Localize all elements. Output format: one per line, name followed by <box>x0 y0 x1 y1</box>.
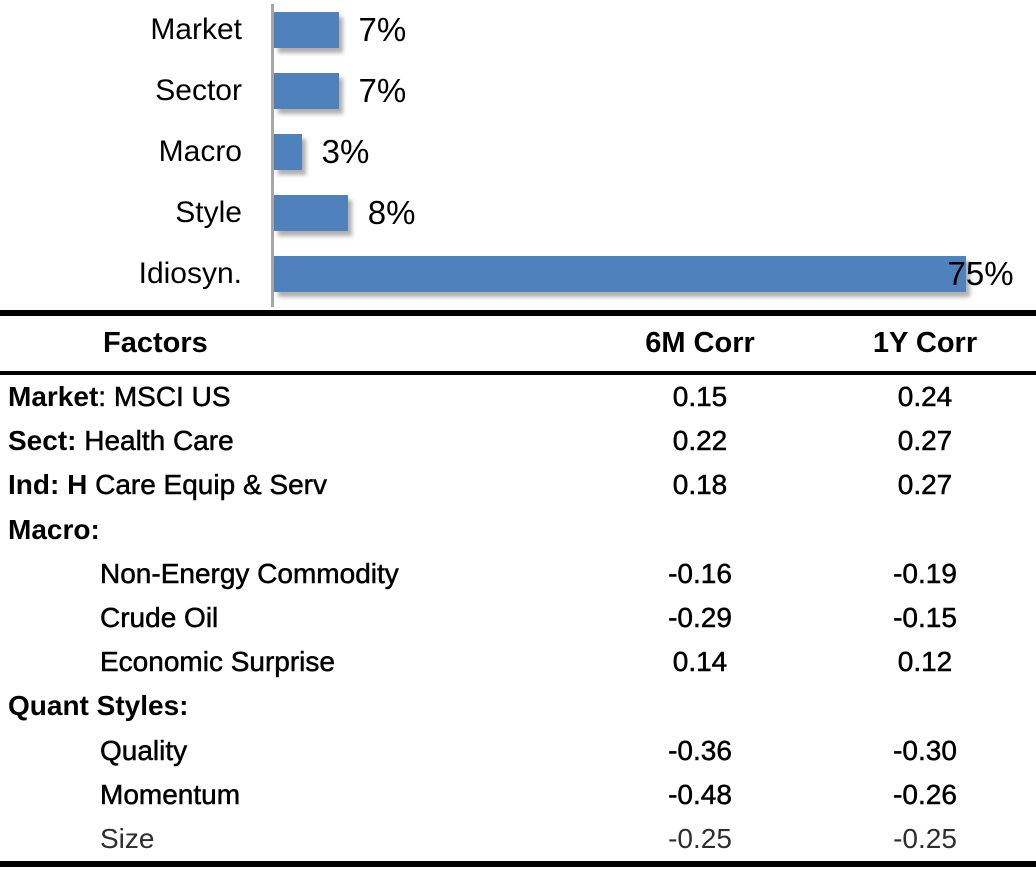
bar-idiosyncratic <box>274 256 966 292</box>
bar-category-label: Style <box>175 196 242 229</box>
cell-1y-corr: -0.25 <box>893 822 957 854</box>
table-row-quality: Quality -0.36 -0.30 <box>0 729 1036 773</box>
header-factors: Factors <box>103 327 208 359</box>
cell-6m-corr: -0.36 <box>668 734 732 766</box>
bar-category-label: Market <box>150 13 242 46</box>
table-header-divider <box>0 371 1036 375</box>
bar-row-macro: Macro 3% <box>0 134 1036 170</box>
bar-value-label: 75% <box>947 255 1014 292</box>
cell-6m-corr: -0.29 <box>668 602 732 634</box>
table-row-market: Market: MSCI US 0.15 0.24 <box>0 375 1036 419</box>
table-row-non-energy-commodity: Non-Energy Commodity -0.16 -0.19 <box>0 552 1036 596</box>
table-header-row: Factors 6M Corr 1Y Corr <box>0 316 1036 371</box>
cell-6m-corr: 0.18 <box>672 469 728 501</box>
table-row-quant-styles-group: Quant Styles: <box>0 684 1036 728</box>
cell-6m-corr: 0.22 <box>672 425 728 457</box>
risk-decomposition-bar-chart: Market 7% Sector 7% Macro 3% Style 8% Id… <box>0 0 1036 309</box>
bar-sector <box>274 73 339 109</box>
cell-6m-corr: -0.16 <box>668 557 732 590</box>
cell-1y-corr: -0.19 <box>893 557 957 590</box>
bar-value-label: 8% <box>367 194 416 231</box>
bar-value-label: 7% <box>358 11 407 48</box>
row-label: Non-Energy Commodity <box>100 557 399 590</box>
row-label-prefix: Sect: <box>8 425 77 457</box>
bar-row-sector: Sector 7% <box>0 73 1036 109</box>
row-label: Size <box>100 822 155 854</box>
table-row-size: Size -0.25 -0.25 <box>0 817 1036 861</box>
cell-1y-corr: 0.27 <box>897 469 953 501</box>
table-row-economic-surprise: Economic Surprise 0.14 0.12 <box>0 640 1036 684</box>
cell-1y-corr: -0.30 <box>893 734 957 766</box>
row-label-prefix: Quant Styles: <box>8 690 189 722</box>
factor-correlation-table: Factors 6M Corr 1Y Corr Market: MSCI US … <box>0 310 1036 868</box>
row-label-prefix: Market <box>8 381 99 413</box>
table-row-momentum: Momentum -0.48 -0.26 <box>0 773 1036 817</box>
category-axis-line <box>271 4 274 307</box>
row-label: : MSCI US <box>98 381 231 413</box>
row-label-prefix: Macro: <box>8 513 100 545</box>
row-label: Momentum <box>100 778 241 811</box>
cell-1y-corr: -0.26 <box>893 778 957 811</box>
bar-market <box>274 12 339 48</box>
cell-1y-corr: 0.12 <box>897 646 953 678</box>
bar-row-idiosyncratic: Idiosyn. 75% <box>0 256 1036 292</box>
row-label: Health Care <box>76 425 234 457</box>
bar-category-label: Idiosyn. <box>138 257 242 290</box>
cell-6m-corr: 0.14 <box>672 646 728 678</box>
table-row-macro-group: Macro: <box>0 508 1036 552</box>
row-label: Economic Surprise <box>100 646 335 678</box>
header-1y-corr: 1Y Corr <box>872 327 978 359</box>
bar-macro <box>274 134 302 170</box>
row-label: Crude Oil <box>100 602 219 634</box>
bar-style <box>274 195 348 231</box>
row-label-prefix: Ind: H <box>8 469 88 501</box>
row-label: Care Equip & Serv <box>87 469 327 501</box>
table-row-crude-oil: Crude Oil -0.29 -0.15 <box>0 596 1036 640</box>
bar-row-market: Market 7% <box>0 12 1036 48</box>
bar-row-style: Style 8% <box>0 195 1036 231</box>
table-top-border <box>0 310 1036 316</box>
cell-1y-corr: 0.24 <box>897 381 953 413</box>
cell-1y-corr: 0.27 <box>897 425 953 457</box>
bar-category-label: Macro <box>158 135 242 168</box>
cell-1y-corr: -0.15 <box>893 602 957 634</box>
row-label: Quality <box>100 734 188 766</box>
table-row-industry: Ind: H Care Equip & Serv 0.18 0.27 <box>0 463 1036 507</box>
bar-value-label: 3% <box>321 133 370 170</box>
table-row-sector: Sect: Health Care 0.22 0.27 <box>0 419 1036 463</box>
table-bottom-border <box>0 861 1036 868</box>
bar-category-label: Sector <box>155 74 242 107</box>
cell-6m-corr: -0.25 <box>668 822 732 854</box>
header-6m-corr: 6M Corr <box>645 327 755 359</box>
cell-6m-corr: 0.15 <box>672 381 728 413</box>
bar-value-label: 7% <box>358 72 407 109</box>
cell-6m-corr: -0.48 <box>668 778 732 811</box>
